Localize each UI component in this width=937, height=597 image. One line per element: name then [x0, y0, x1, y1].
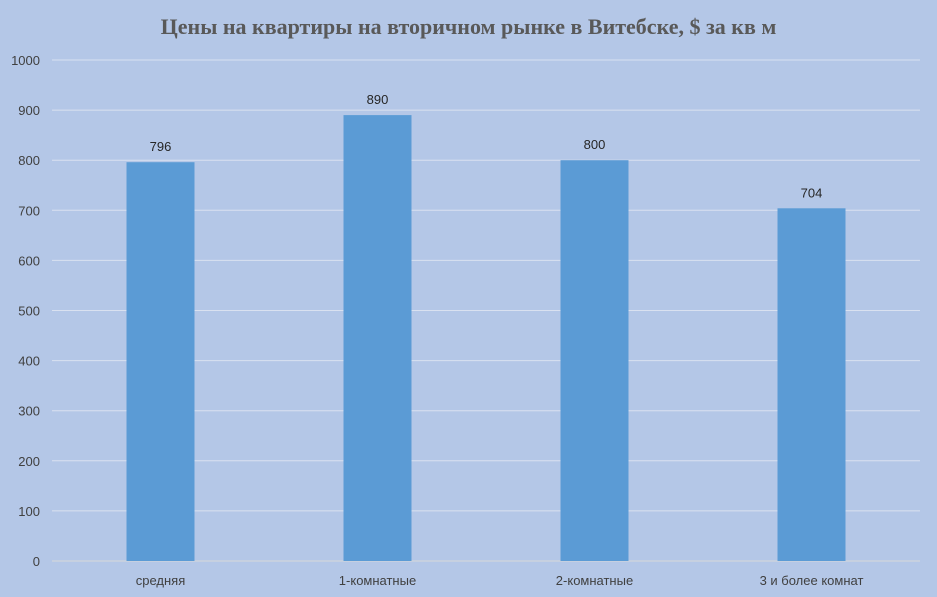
y-tick-label: 1000 [11, 53, 40, 68]
category-label: 2-комнатные [556, 573, 633, 588]
bar-4 [777, 208, 846, 561]
y-tick-label: 400 [18, 354, 40, 369]
data-label: 796 [150, 139, 172, 154]
data-label: 800 [584, 137, 606, 152]
y-tick-label: 800 [18, 153, 40, 168]
y-tick-label: 900 [18, 103, 40, 118]
category-label: 3 и более комнат [760, 573, 864, 588]
y-tick-label: 200 [18, 454, 40, 469]
y-tick-label: 0 [33, 554, 40, 569]
y-tick-label: 500 [18, 304, 40, 319]
y-tick-label: 600 [18, 253, 40, 268]
y-tick-label: 700 [18, 203, 40, 218]
y-tick-label: 100 [18, 504, 40, 519]
data-label: 890 [367, 92, 389, 107]
category-label: 1-комнатные [339, 573, 416, 588]
data-label: 704 [801, 185, 823, 200]
bar-1 [126, 162, 195, 562]
bar-2 [343, 115, 412, 562]
bar-3 [560, 160, 629, 561]
category-label: средняя [136, 573, 186, 588]
y-tick-label: 300 [18, 404, 40, 419]
chart-title: Цены на квартиры на вторичном рынке в Ви… [160, 14, 777, 39]
